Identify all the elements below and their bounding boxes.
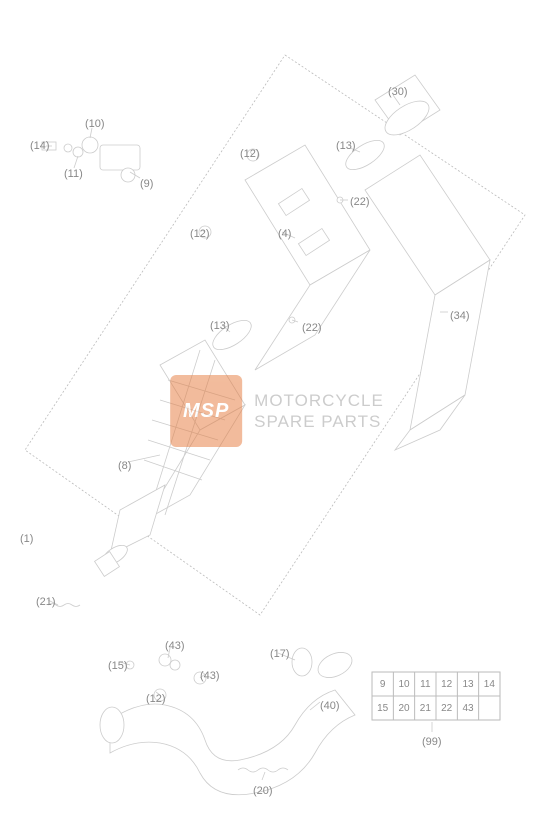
callout-14: (14) bbox=[30, 140, 50, 152]
mount-bracket bbox=[42, 137, 140, 182]
callout-1: (1) bbox=[20, 533, 33, 545]
callout-22: (22) bbox=[350, 196, 370, 208]
inlet-cone bbox=[95, 485, 165, 576]
callout-21: (21) bbox=[36, 596, 56, 608]
callout-43: (43) bbox=[165, 640, 185, 652]
callout-4: (4) bbox=[278, 228, 291, 240]
header-pipe bbox=[100, 647, 356, 794]
svg-text:22: 22 bbox=[441, 703, 453, 714]
callout-13: (13) bbox=[336, 140, 356, 152]
callout-8: (8) bbox=[118, 460, 131, 472]
callout-15: (15) bbox=[108, 660, 128, 672]
svg-text:21: 21 bbox=[420, 703, 432, 714]
callout-22: (22) bbox=[302, 322, 322, 334]
end-cap bbox=[375, 75, 440, 142]
callout-12: (12) bbox=[190, 228, 210, 240]
callout-17: (17) bbox=[270, 648, 290, 660]
callout-9: (9) bbox=[140, 178, 153, 190]
svg-text:14: 14 bbox=[484, 679, 496, 690]
mount-bolts bbox=[126, 654, 206, 701]
clamp-17 bbox=[292, 648, 312, 676]
callout-13: (13) bbox=[210, 320, 230, 332]
callout-12: (12) bbox=[240, 148, 260, 160]
exhaust-diagram: 9 10 11 12 13 14 15 20 21 22 43 (14) (10) (11) (9) (12… bbox=[0, 0, 554, 822]
callout-11: (11) bbox=[64, 168, 83, 180]
kit-box: 9 10 11 12 13 14 15 20 21 22 43 bbox=[372, 672, 500, 720]
svg-text:10: 10 bbox=[398, 679, 410, 690]
callout-34: (34) bbox=[450, 310, 470, 322]
svg-text:11: 11 bbox=[420, 679, 431, 690]
callout-12: (12) bbox=[146, 693, 166, 705]
silencer-sleeve bbox=[245, 145, 370, 370]
svg-text:12: 12 bbox=[441, 679, 453, 690]
silencer-outer bbox=[365, 155, 490, 450]
svg-text:13: 13 bbox=[462, 679, 474, 690]
callout-99: (99) bbox=[422, 736, 442, 748]
callout-30: (30) bbox=[388, 86, 408, 98]
diagram-svg: 9 10 11 12 13 14 15 20 21 22 43 bbox=[0, 0, 554, 822]
svg-text:20: 20 bbox=[398, 703, 410, 714]
callout-43: (43) bbox=[200, 670, 220, 682]
callout-20: (20) bbox=[253, 785, 273, 797]
callout-10: (10) bbox=[85, 118, 105, 130]
callout-40: (40) bbox=[320, 700, 340, 712]
svg-text:15: 15 bbox=[377, 703, 389, 714]
svg-text:43: 43 bbox=[462, 703, 474, 714]
svg-text:9: 9 bbox=[380, 679, 386, 690]
